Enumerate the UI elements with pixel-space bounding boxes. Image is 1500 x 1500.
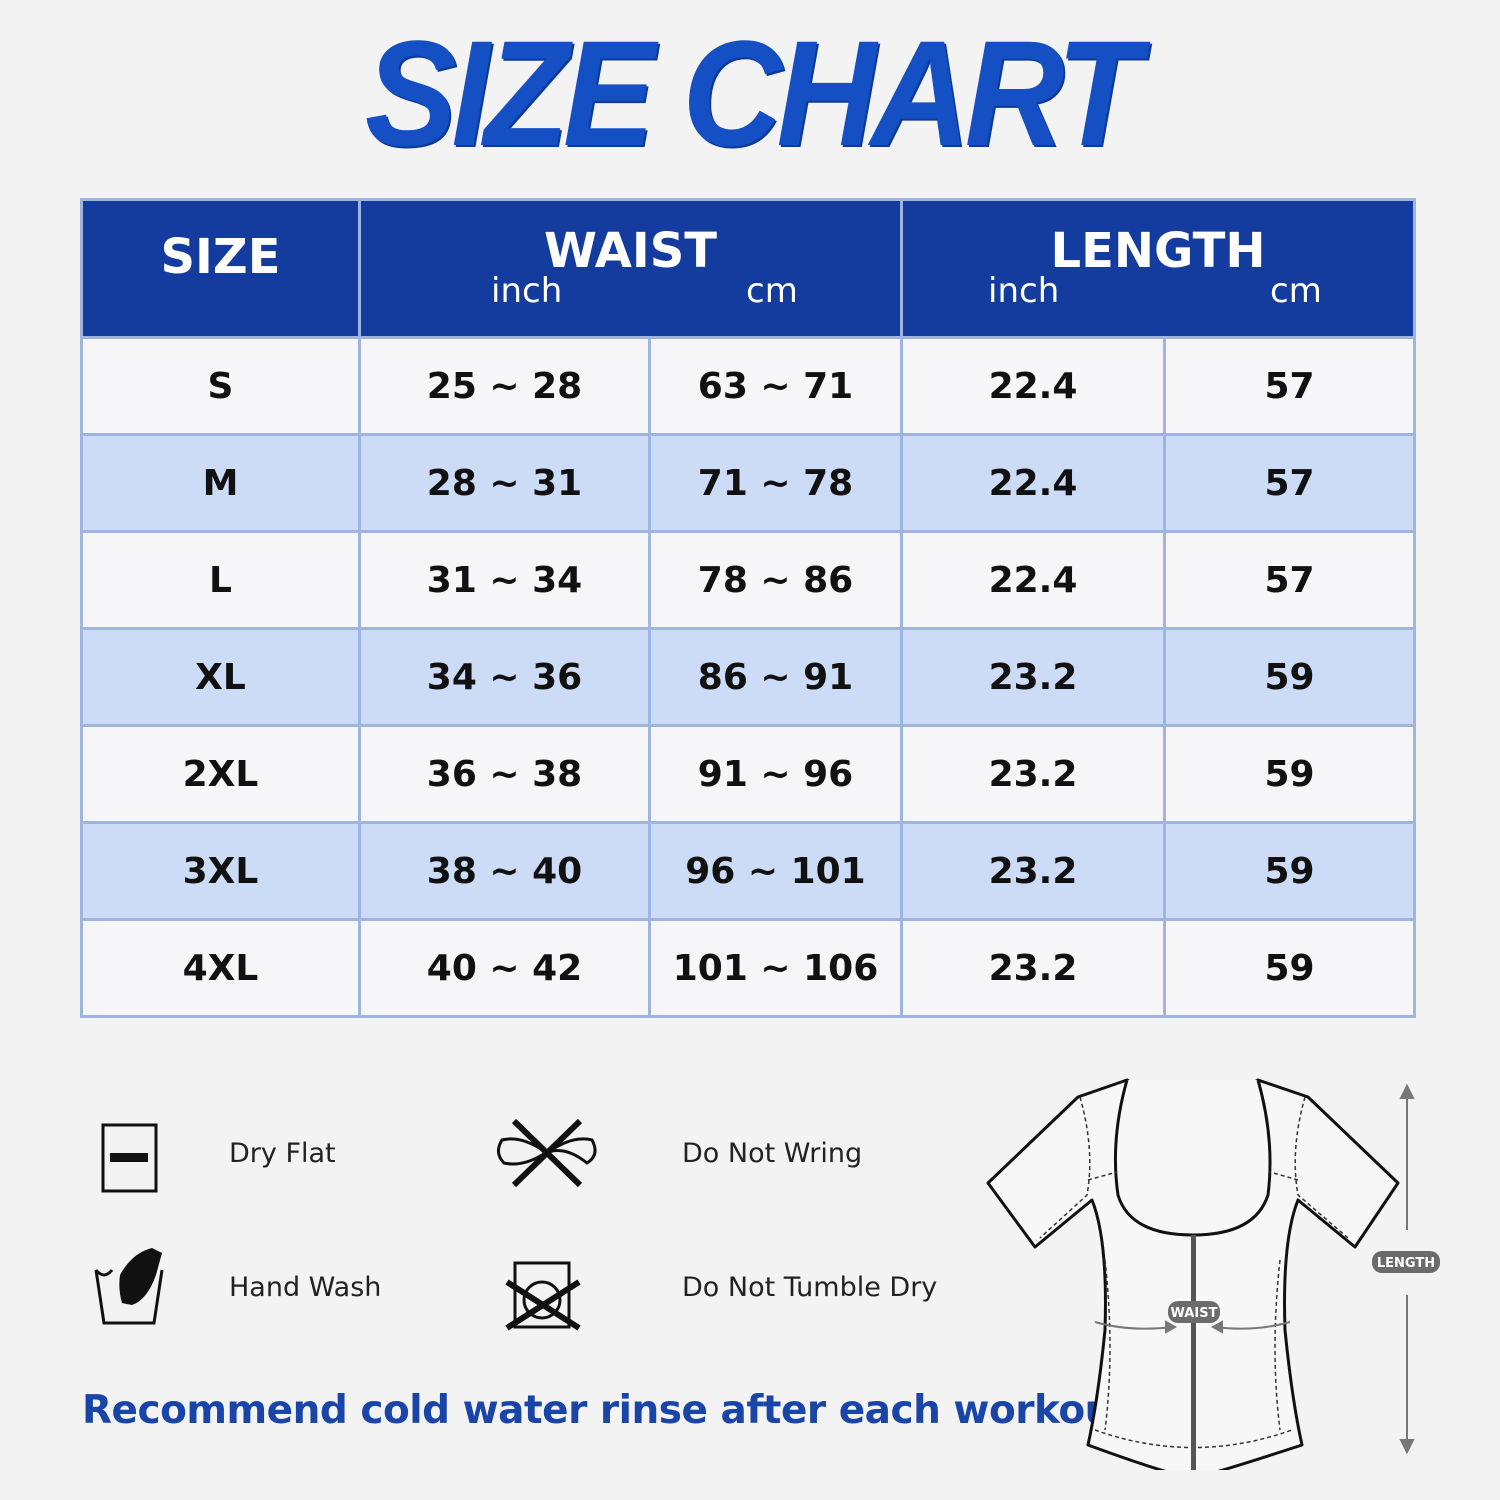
cell-size: L [80, 530, 361, 630]
cell-waist-cm: 71 ~ 78 [648, 433, 903, 533]
cell-size: 2XL [80, 724, 361, 824]
table-row: 4XL 40 ~ 42 101 ~ 106 23.2 59 [80, 918, 1416, 1018]
cell-waist-cm: 63 ~ 71 [648, 336, 903, 436]
cell-length-inch: 22.4 [900, 336, 1166, 436]
cell-length-cm: 57 [1163, 530, 1416, 630]
cell-length-inch: 22.4 [900, 433, 1166, 533]
cell-length-cm: 59 [1163, 918, 1416, 1018]
do-not-wring-icon [497, 1118, 597, 1188]
table-header: SIZE WAIST inch cm LENGTH inch cm [80, 198, 1416, 339]
cell-length-inch: 23.2 [900, 821, 1166, 921]
cell-length-cm: 59 [1163, 724, 1416, 824]
zipper-icon [1191, 1235, 1196, 1470]
table-row: S 25 ~ 28 63 ~ 71 22.4 57 [80, 336, 1416, 436]
length-unit-cm: cm [1270, 271, 1322, 311]
cell-length-inch: 22.4 [900, 530, 1166, 630]
care-note: Recommend cold water rinse after each wo… [82, 1388, 1145, 1433]
cell-waist-inch: 40 ~ 42 [358, 918, 651, 1018]
cell-waist-cm: 96 ~ 101 [648, 821, 903, 921]
cell-waist-inch: 34 ~ 36 [358, 627, 651, 727]
cell-waist-cm: 91 ~ 96 [648, 724, 903, 824]
header-size-label: SIZE [160, 229, 281, 285]
care-label-hand-wash: Hand Wash [229, 1272, 382, 1303]
cell-length-inch: 23.2 [900, 627, 1166, 727]
cell-length-cm: 57 [1163, 433, 1416, 533]
cell-length-cm: 59 [1163, 627, 1416, 727]
length-unit-inch: inch [988, 271, 1060, 311]
header-waist: WAIST inch cm [358, 198, 903, 339]
page-title: SIZE CHART [364, 9, 1141, 177]
header-length-label: LENGTH [1050, 223, 1266, 279]
size-table: SIZE WAIST inch cm LENGTH inch cm S 25 ~ … [80, 198, 1416, 1018]
cell-waist-inch: 31 ~ 34 [358, 530, 651, 630]
care-label-do-not-wring: Do Not Wring [682, 1138, 863, 1169]
cell-size: M [80, 433, 361, 533]
header-waist-label: WAIST [543, 223, 718, 279]
garment-diagram: WAIST LENGTH [986, 1078, 1440, 1470]
do-not-tumble-dry-icon [505, 1261, 581, 1331]
table-row: 3XL 38 ~ 40 96 ~ 101 23.2 59 [80, 821, 1416, 921]
waist-unit-cm: cm [746, 271, 798, 311]
care-label-dry-flat: Dry Flat [229, 1138, 336, 1169]
cell-waist-inch: 38 ~ 40 [358, 821, 651, 921]
cell-size: 4XL [80, 918, 361, 1018]
cell-waist-inch: 28 ~ 31 [358, 433, 651, 533]
cell-waist-inch: 36 ~ 38 [358, 724, 651, 824]
cell-size: S [80, 336, 361, 436]
cell-length-inch: 23.2 [900, 918, 1166, 1018]
cell-waist-inch: 25 ~ 28 [358, 336, 651, 436]
hand-wash-icon [94, 1248, 164, 1325]
length-label: LENGTH [1377, 1256, 1435, 1271]
dry-flat-icon [101, 1123, 158, 1193]
cell-length-cm: 59 [1163, 821, 1416, 921]
header-size: SIZE [80, 198, 361, 339]
table-row: M 28 ~ 31 71 ~ 78 22.4 57 [80, 433, 1416, 533]
cell-size: 3XL [80, 821, 361, 921]
cell-waist-cm: 78 ~ 86 [648, 530, 903, 630]
cell-length-inch: 23.2 [900, 724, 1166, 824]
cell-waist-cm: 101 ~ 106 [648, 918, 903, 1018]
table-row: L 31 ~ 34 78 ~ 86 22.4 57 [80, 530, 1416, 630]
cell-waist-cm: 86 ~ 91 [648, 627, 903, 727]
cell-size: XL [80, 627, 361, 727]
table-row: XL 34 ~ 36 86 ~ 91 23.2 59 [80, 627, 1416, 727]
header-length: LENGTH inch cm [900, 198, 1416, 339]
care-label-do-not-tumble-dry: Do Not Tumble Dry [682, 1272, 938, 1303]
table-row: 2XL 36 ~ 38 91 ~ 96 23.2 59 [80, 724, 1416, 824]
cell-length-cm: 57 [1163, 336, 1416, 436]
waist-unit-inch: inch [491, 271, 563, 311]
waist-label: WAIST [1171, 1306, 1218, 1321]
